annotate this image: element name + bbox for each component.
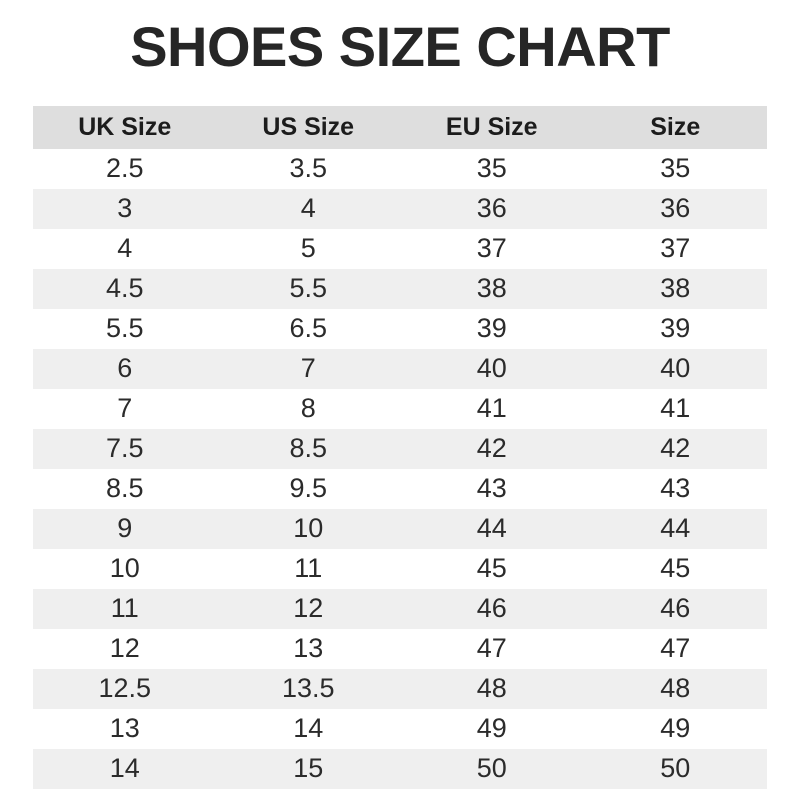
table-header-row: UK Size US Size EU Size Size (33, 105, 767, 149)
table-cell: 47 (583, 628, 767, 669)
table-row: 12.5 13.5 48 48 (33, 668, 767, 709)
size-chart-table: UK Size US Size EU Size Size 2.5 3.5 35 35 3… (33, 105, 767, 789)
table-cell: 6 (33, 348, 217, 389)
table-cell: 46 (583, 588, 767, 629)
table-cell: 14 (216, 708, 400, 749)
table-cell: 37 (583, 228, 767, 269)
table-cell: 10 (216, 508, 400, 549)
table-cell: 44 (400, 508, 584, 549)
table-cell: 13.5 (216, 668, 400, 709)
table-row: 4 5 37 37 (33, 228, 767, 269)
table-cell: 3 (33, 188, 217, 229)
table-cell: 14 (33, 748, 217, 789)
table-row: 7 8 41 41 (33, 388, 767, 429)
table-cell: 50 (583, 748, 767, 789)
table-cell: 7 (216, 348, 400, 389)
table-cell: 38 (400, 268, 584, 309)
table-cell: 50 (400, 748, 584, 789)
table-cell: 10 (33, 548, 217, 589)
table-cell: 39 (583, 308, 767, 349)
table-cell: 45 (583, 548, 767, 589)
table-cell: 42 (583, 428, 767, 469)
table-row: 8.5 9.5 43 43 (33, 468, 767, 509)
table-cell: 11 (216, 548, 400, 589)
table-cell: 43 (583, 468, 767, 509)
table-row: 10 11 45 45 (33, 548, 767, 589)
table-cell: 39 (400, 308, 584, 349)
table-cell: 35 (400, 148, 584, 189)
table-cell: 8.5 (216, 428, 400, 469)
table-cell: 48 (583, 668, 767, 709)
table-row: 12 13 47 47 (33, 628, 767, 669)
table-cell: 37 (400, 228, 584, 269)
table-cell: 12 (33, 628, 217, 669)
table-row: 13 14 49 49 (33, 708, 767, 749)
table-row: 5.5 6.5 39 39 (33, 308, 767, 349)
table-body: 2.5 3.5 35 35 3 4 36 36 4 5 37 37 4.5 5.5 38 38 5.5 6.5 39… (33, 148, 767, 789)
table-cell: 7.5 (33, 428, 217, 469)
table-cell: 42 (400, 428, 584, 469)
table-cell: 13 (216, 628, 400, 669)
table-cell: 44 (583, 508, 767, 549)
table-cell: 4 (33, 228, 217, 269)
table-cell: 41 (400, 388, 584, 429)
column-header-us-size: US Size (216, 105, 400, 149)
table-row: 7.5 8.5 42 42 (33, 428, 767, 469)
table-cell: 12 (216, 588, 400, 629)
table-cell: 40 (583, 348, 767, 389)
table-cell: 15 (216, 748, 400, 789)
table-cell: 11 (33, 588, 217, 629)
table-cell: 9.5 (216, 468, 400, 509)
table-cell: 49 (583, 708, 767, 749)
table-cell: 13 (33, 708, 217, 749)
table-cell: 36 (583, 188, 767, 229)
table-cell: 8.5 (33, 468, 217, 509)
table-row: 14 15 50 50 (33, 748, 767, 789)
table-cell: 43 (400, 468, 584, 509)
table-cell: 49 (400, 708, 584, 749)
table-row: 3 4 36 36 (33, 188, 767, 229)
table-head: UK Size US Size EU Size Size (33, 105, 767, 149)
table-cell: 4.5 (33, 268, 217, 309)
table-cell: 2.5 (33, 148, 217, 189)
size-chart-page: SHOES SIZE CHART UK Size US Size EU Size… (0, 15, 800, 800)
table-cell: 38 (583, 268, 767, 309)
table-row: 6 7 40 40 (33, 348, 767, 389)
table-cell: 5 (216, 228, 400, 269)
table-cell: 5.5 (216, 268, 400, 309)
table-row: 2.5 3.5 35 35 (33, 148, 767, 189)
table-cell: 8 (216, 388, 400, 429)
table-cell: 35 (583, 148, 767, 189)
table-cell: 48 (400, 668, 584, 709)
table-cell: 41 (583, 388, 767, 429)
column-header-size: Size (583, 105, 767, 149)
table-row: 11 12 46 46 (33, 588, 767, 629)
table-cell: 47 (400, 628, 584, 669)
table-cell: 4 (216, 188, 400, 229)
column-header-eu-size: EU Size (400, 105, 584, 149)
column-header-uk-size: UK Size (33, 105, 217, 149)
table-cell: 9 (33, 508, 217, 549)
table-cell: 36 (400, 188, 584, 229)
table-row: 9 10 44 44 (33, 508, 767, 549)
table-cell: 40 (400, 348, 584, 389)
table-cell: 46 (400, 588, 584, 629)
table-cell: 5.5 (33, 308, 217, 349)
table-cell: 3.5 (216, 148, 400, 189)
table-row: 4.5 5.5 38 38 (33, 268, 767, 309)
table-cell: 6.5 (216, 308, 400, 349)
table-cell: 12.5 (33, 668, 217, 709)
table-cell: 7 (33, 388, 217, 429)
page-title: SHOES SIZE CHART (130, 15, 670, 78)
table-cell: 45 (400, 548, 584, 589)
